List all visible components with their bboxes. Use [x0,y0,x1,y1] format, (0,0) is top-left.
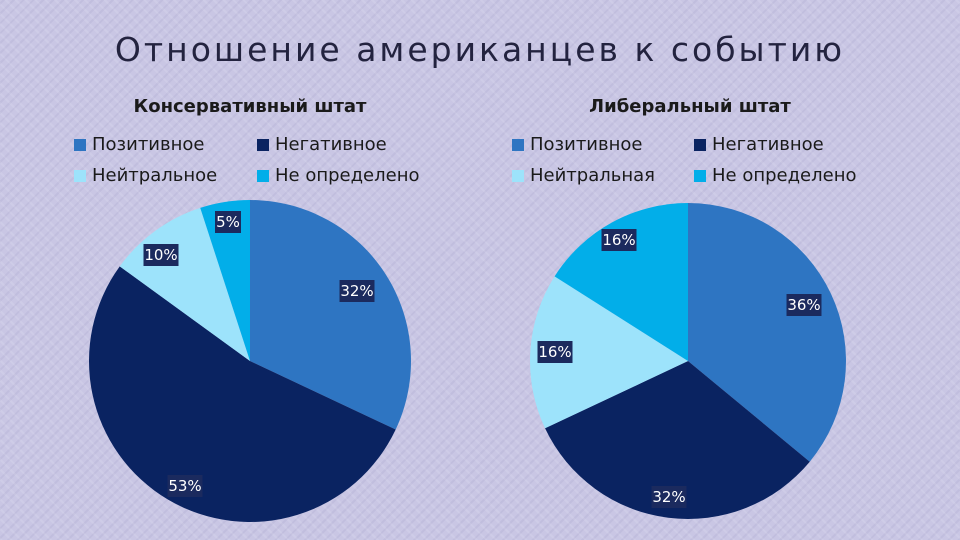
legend-label: Не определено [275,165,420,186]
legend-item-negative: Негативное [257,134,387,155]
svg-text:16%: 16% [602,231,635,249]
pie-slice-3 [530,276,688,429]
legend-swatch [694,138,706,151]
pie-liberal: 36% 32% 16% 16% [530,203,846,519]
svg-text:32%: 32% [340,282,373,300]
data-label-2: 53% [167,475,203,497]
legend-item-neutral: Нейтральное [74,165,217,186]
pie-slice-2 [88,266,396,523]
pie-slice-4 [554,203,688,361]
svg-text:36%: 36% [787,296,820,314]
legend-swatch [257,169,269,182]
chart-title-liberal: Либеральный штат [589,96,791,117]
legend-label: Негативное [275,134,387,155]
svg-text:16%: 16% [538,343,571,361]
legend-item-neutral: Нейтральная [512,165,655,186]
legend-item-positive: Позитивное [74,134,204,155]
legend-swatch [512,169,524,182]
legend-swatch [257,138,269,151]
legend-label: Позитивное [530,134,643,155]
data-label-1: 36% [786,294,822,316]
legend-swatch [694,169,706,182]
svg-text:10%: 10% [144,246,177,264]
legend-label: Не определено [712,165,857,186]
svg-text:32%: 32% [652,488,685,506]
legend-item-positive: Позитивное [512,134,642,155]
data-label-3: 10% [143,244,179,266]
pie-slice-1 [688,203,846,462]
data-label-2: 32% [651,486,687,508]
data-label-4: 16% [601,229,637,251]
legend-label: Негативное [712,134,824,155]
data-label-4: 5% [215,211,241,233]
legend-item-undefined: Не определено [694,165,857,186]
legend-label: Нейтральное [92,165,218,186]
legend-swatch [74,169,86,182]
chart-title-conservative: Консервативный штат [133,96,367,117]
pie-slice-4 [200,200,250,361]
data-label-1: 32% [339,280,375,302]
svg-text:5%: 5% [216,213,240,231]
legend-label: Нейтральная [530,165,655,186]
slide-title: Отношение американцев к событию [114,30,846,69]
legend-swatch [512,138,524,151]
pie-slice-2 [545,361,810,519]
pie-slice-1 [250,200,412,430]
svg-text:53%: 53% [168,477,201,495]
legend-item-negative: Негативное [694,134,824,155]
data-label-3: 16% [537,341,573,363]
legend-item-undefined: Не определено [257,165,420,186]
pie-conservative: 32% 53% 10% 5% [88,200,412,523]
legend-swatch [74,138,86,151]
legend-label: Позитивное [92,134,205,155]
